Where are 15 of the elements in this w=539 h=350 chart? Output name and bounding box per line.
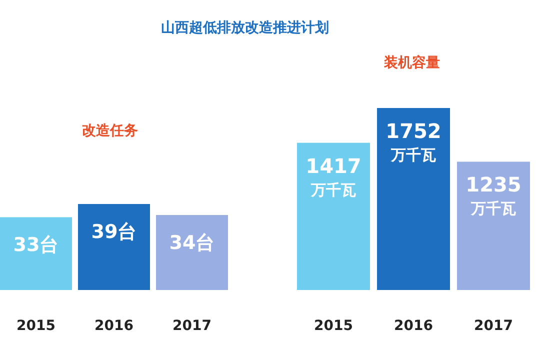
x-tick-label: 2017 — [474, 318, 513, 334]
x-tick-label: 2017 — [172, 318, 212, 334]
data-label: 1417万千瓦 — [306, 154, 362, 199]
x-tick-label: 2016 — [94, 318, 134, 334]
x-tick-label: 2015 — [16, 318, 56, 334]
data-label: 1752万千瓦 — [386, 119, 442, 164]
data-label: 1235万千瓦 — [466, 172, 522, 218]
data-label: 34台 — [169, 232, 215, 254]
data-label: 33台 — [13, 234, 59, 256]
data-label: 39台 — [91, 221, 137, 243]
x-tick-label: 2016 — [394, 318, 433, 334]
x-tick-label: 2015 — [314, 318, 353, 334]
chart-title: 改造任务 — [82, 123, 138, 139]
text: 山西超低排放改造推进计划 — [161, 20, 329, 36]
chart-title: 装机容量 — [383, 54, 440, 71]
